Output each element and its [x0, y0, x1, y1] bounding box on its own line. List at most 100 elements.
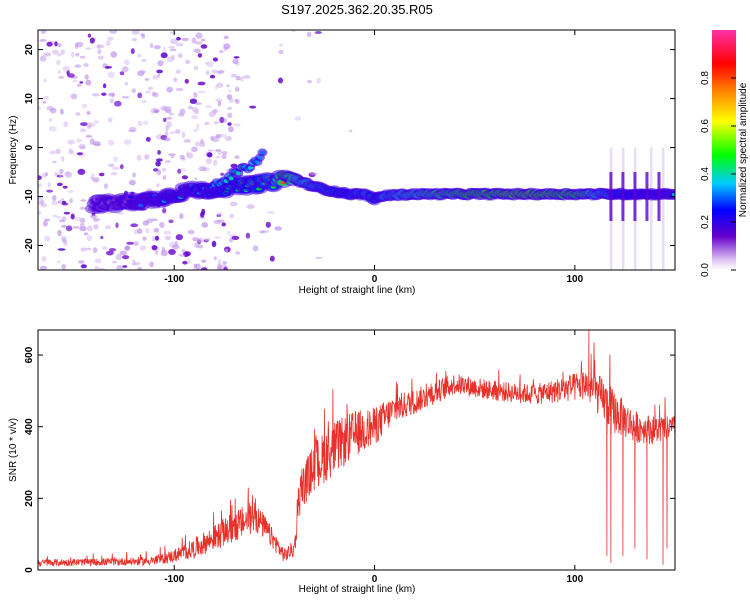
noise-speckle	[177, 112, 185, 117]
noise-speckle	[43, 52, 52, 57]
noise-speckle	[217, 70, 225, 74]
noise-speckle	[119, 71, 125, 76]
spectrogram-x-tick-label: 100	[566, 274, 583, 285]
noise-speckle	[57, 248, 66, 251]
noise-speckle	[178, 253, 186, 257]
noise-speckle	[57, 229, 62, 237]
noise-speckle	[67, 190, 74, 193]
noise-speckle	[58, 75, 64, 79]
noise-speckle	[62, 185, 68, 189]
noise-speckle	[145, 90, 151, 94]
noise-speckle	[144, 78, 150, 81]
noise-speckle	[205, 105, 212, 109]
noise-speckle	[86, 235, 92, 242]
spectrogram-y-tick-label: -10	[24, 189, 35, 204]
noise-speckle	[169, 31, 177, 34]
noise-speckle	[154, 235, 160, 241]
noise-speckle	[145, 227, 150, 234]
noise-speckle	[201, 208, 206, 216]
noise-speckle	[226, 84, 230, 87]
noise-speckle	[90, 214, 97, 219]
noise-speckle	[191, 115, 198, 120]
noise-speckle	[226, 94, 233, 100]
colorbar-label: Normalized spectral amplitude	[738, 82, 749, 217]
noise-speckle	[107, 71, 115, 79]
colorbar-tick-label: 0.2	[700, 215, 711, 229]
colorbar-tick-label: 0.6	[700, 119, 711, 133]
noise-speckle	[94, 266, 100, 270]
noise-speckle	[56, 216, 62, 219]
noise-speckle	[181, 37, 189, 42]
noise-speckle	[58, 173, 63, 178]
noise-speckle	[249, 105, 257, 109]
noise-speckle	[41, 172, 47, 178]
noise-speckle	[87, 33, 92, 38]
noise-speckle	[124, 245, 131, 251]
noise-speckle	[198, 166, 207, 172]
noise-speckle	[170, 155, 175, 159]
noise-speckle	[232, 58, 239, 65]
noise-speckle	[162, 46, 167, 52]
colorbar-ticks: 0.0 0.2 0.4 0.6 0.8	[700, 71, 736, 277]
noise-speckle	[246, 204, 255, 209]
noise-speckle	[155, 160, 161, 167]
noise-speckle	[97, 55, 104, 60]
noise-speckle	[217, 212, 223, 217]
noise-speckle	[140, 59, 147, 62]
noise-speckle	[222, 261, 227, 265]
noise-speckle	[52, 195, 57, 201]
noise-speckle	[40, 30, 47, 34]
noise-speckle	[231, 235, 240, 240]
noise-speckle	[168, 153, 176, 156]
noise-speckle	[52, 214, 58, 218]
noise-speckle	[206, 158, 212, 165]
branch-blob	[257, 155, 263, 160]
noise-speckle	[87, 122, 92, 128]
noise-speckle	[175, 234, 183, 241]
noise-speckle	[74, 64, 82, 68]
noise-speckle	[211, 240, 217, 248]
noise-speckle	[43, 220, 48, 227]
snr-y-tick-label: 400	[24, 418, 35, 435]
noise-speckle	[204, 237, 211, 241]
noise-speckle	[162, 207, 167, 214]
faint-streak	[649, 147, 653, 270]
noise-speckle	[187, 229, 195, 235]
noise-speckle	[100, 236, 104, 239]
ridge-spike	[657, 172, 661, 222]
noise-speckle	[133, 241, 139, 246]
noise-speckle	[108, 163, 115, 168]
noise-speckle	[60, 49, 65, 55]
noise-speckle	[101, 92, 107, 96]
noise-speckle	[42, 101, 46, 104]
snr-y-tick-label: 200	[24, 490, 35, 507]
noise-speckle	[278, 77, 283, 84]
noise-speckle	[228, 89, 232, 93]
spectrogram-x-ticks: -100 0 100	[164, 30, 584, 285]
noise-speckle	[306, 31, 312, 38]
noise-speckle	[44, 235, 51, 242]
noise-speckle	[164, 235, 171, 241]
noise-speckle	[220, 172, 225, 176]
noise-speckle	[132, 259, 136, 266]
noise-speckle	[185, 59, 191, 64]
spectrogram-x-tick-label: 0	[372, 274, 378, 285]
snr-panel: -100 0 100 0 200 400 600 Height of straight l…	[8, 329, 676, 595]
snr-x-ticks: -100 0 100	[164, 330, 584, 585]
spectrogram-y-tick-label: 20	[24, 44, 35, 56]
noise-speckle	[84, 247, 92, 251]
noise-speckle	[191, 37, 197, 44]
noise-speckle	[217, 219, 225, 223]
colorbar: 0.0 0.2 0.4 0.6 0.8 Normalized spectral ampl…	[700, 30, 749, 277]
noise-speckle	[153, 228, 160, 233]
noise-speckle	[230, 163, 238, 169]
snr-x-tick-label: -100	[164, 574, 184, 585]
noise-speckle	[148, 86, 154, 90]
noise-speckle	[91, 173, 95, 179]
noise-speckle	[40, 203, 48, 208]
noise-speckle	[223, 266, 228, 270]
noise-speckle	[75, 41, 84, 48]
noise-speckle	[105, 40, 111, 46]
noise-speckle	[187, 105, 193, 110]
noise-speckle	[193, 92, 198, 98]
